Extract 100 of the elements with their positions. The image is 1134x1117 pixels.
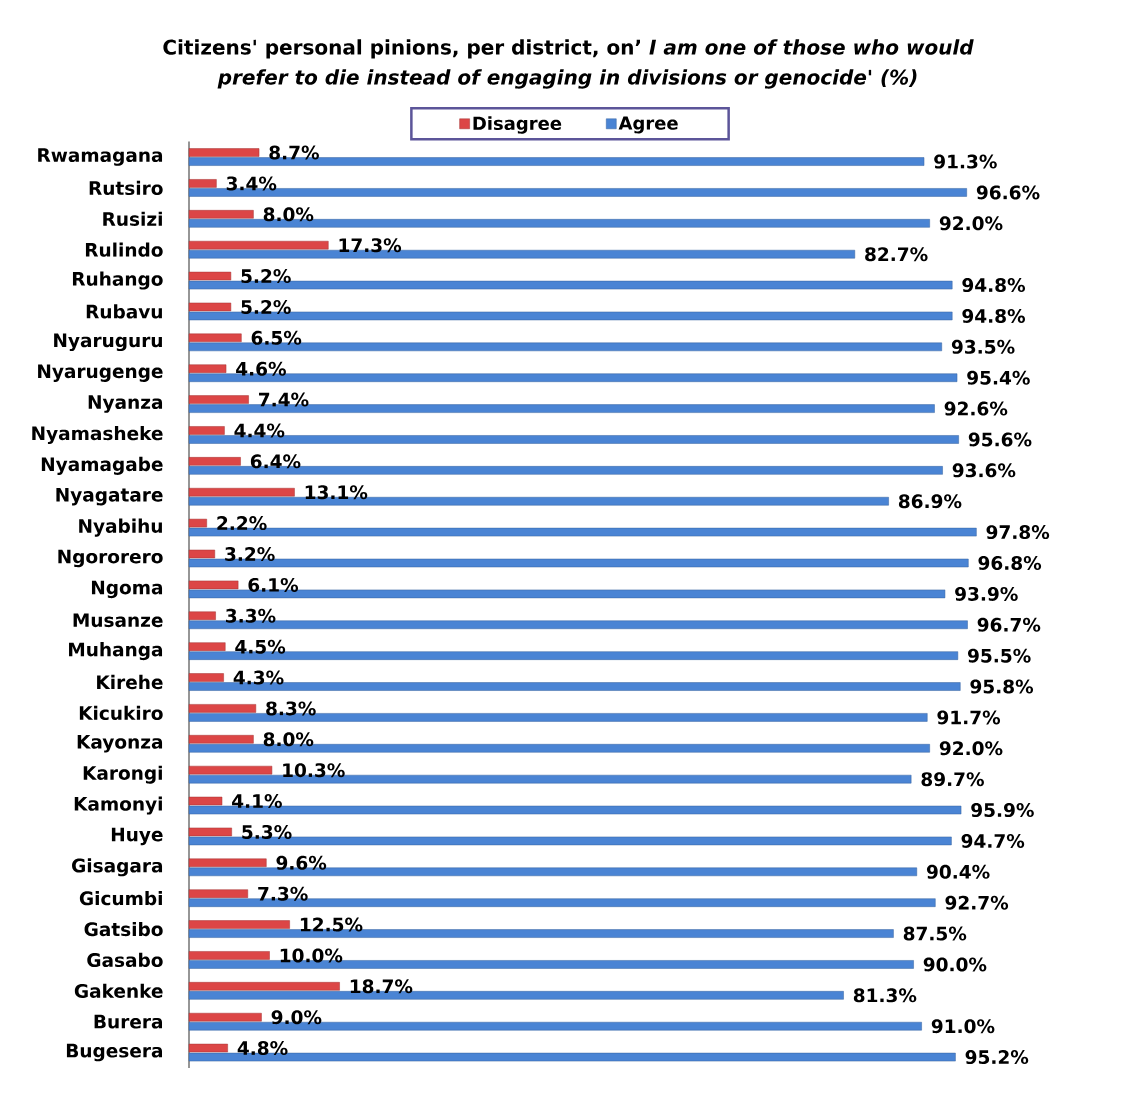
data-label: 5.2%	[241, 269, 291, 284]
data-label: 9.0%	[271, 1010, 322, 1025]
y-tick-label: Musanze	[73, 613, 163, 628]
y-tick-label: Nyarugenge	[38, 364, 163, 382]
bar	[188, 796, 223, 806]
legend-label: Agree	[618, 116, 678, 134]
data-label: 94.8%	[962, 278, 1026, 293]
data-label: 95.8%	[970, 679, 1034, 694]
data-label: 8.7%	[269, 145, 319, 160]
data-label: 13.1%	[305, 485, 368, 500]
y-tick-label: Gasabo	[87, 952, 163, 968]
data-label: 7.3%	[258, 886, 308, 901]
data-label: 81.3%	[853, 988, 917, 1003]
y-tick-label: Nyaruguru	[54, 333, 162, 352]
bar	[188, 457, 241, 466]
data-label: 91.0%	[931, 1019, 995, 1034]
data-label: 93.9%	[955, 586, 1018, 601]
bar	[188, 858, 267, 868]
data-label: 12.5%	[300, 917, 363, 932]
y-tick-label: Kirehe	[97, 674, 163, 690]
bar	[188, 1012, 262, 1022]
data-label: 6.4%	[250, 454, 301, 469]
data-label: 86.9%	[898, 494, 962, 509]
data-label: 4.3%	[233, 670, 284, 685]
data-label: 4.5%	[235, 639, 286, 654]
data-label: 6.5%	[251, 330, 302, 345]
data-label: 8.0%	[263, 732, 314, 747]
bar	[188, 580, 239, 590]
y-tick-label: Rusizi	[103, 211, 162, 226]
data-label: 6.1%	[248, 577, 299, 592]
data-label: 97.8%	[986, 525, 1050, 540]
data-label: 9.6%	[276, 855, 327, 870]
bar	[188, 673, 224, 682]
bar	[188, 951, 270, 960]
bar	[188, 735, 254, 744]
data-label: 17.3%	[339, 238, 402, 253]
data-label: 96.8%	[978, 556, 1042, 570]
data-label: 95.2%	[965, 1050, 1029, 1065]
data-label: 91.3%	[934, 154, 997, 169]
data-label: 8.3%	[266, 701, 316, 716]
data-label: 3.3%	[226, 608, 276, 623]
bar	[188, 518, 207, 528]
y-tick-label: Ngoma	[91, 580, 163, 599]
data-label: 82.7%	[865, 247, 928, 262]
bar	[188, 549, 216, 559]
data-label: 92.0%	[939, 741, 1003, 756]
data-label: 5.2%	[241, 299, 291, 314]
data-label: 93.6%	[952, 463, 1016, 478]
data-label: 4.6%	[236, 361, 286, 376]
y-tick-label: Nyabihu	[79, 518, 162, 537]
bar	[188, 210, 254, 219]
y-tick-label: Huye	[111, 827, 163, 846]
bar	[188, 889, 249, 898]
y-tick-label: Kicukiro	[79, 705, 163, 721]
y-tick-label: Nyagatare	[56, 488, 163, 506]
bar	[188, 148, 260, 157]
data-label: 18.7%	[350, 979, 413, 994]
y-tick-label: Rutsiro	[89, 180, 163, 196]
bar	[188, 487, 295, 497]
data-label: 4.8%	[237, 1041, 288, 1056]
data-label: 90.0%	[923, 957, 987, 972]
data-label: 87.5%	[903, 926, 967, 941]
bar	[188, 1043, 228, 1053]
bar	[188, 704, 257, 713]
data-label: 94.7%	[961, 833, 1025, 848]
data-label: 90.4%	[926, 864, 990, 879]
y-tick-label: Burera	[94, 1014, 163, 1029]
data-label: 2.2%	[217, 516, 267, 531]
y-tick-label: Rubavu	[86, 304, 162, 319]
bar	[188, 364, 227, 373]
bar	[188, 982, 340, 991]
data-label: 96.6%	[976, 185, 1040, 200]
bar	[188, 827, 232, 837]
data-label: 92.6%	[944, 401, 1008, 416]
data-label: 3.2%	[225, 547, 275, 561]
bar	[188, 426, 225, 435]
data-label: 8.0%	[263, 207, 314, 222]
y-tick-label: Gisagara	[72, 858, 163, 877]
data-label: 10.0%	[280, 948, 343, 963]
bar	[188, 642, 226, 651]
legend-label: Disagree	[473, 116, 562, 134]
y-tick-label: Nyamasheke	[32, 425, 163, 445]
data-label: 3.4%	[226, 176, 277, 191]
data-label: 93.5%	[951, 339, 1015, 354]
y-tick-label: Bugesera	[66, 1043, 163, 1062]
bar	[188, 395, 249, 404]
y-tick-label: Gatsibo	[84, 921, 163, 937]
y-tick-label: Rwamagana	[38, 148, 163, 166]
bar	[188, 611, 216, 621]
data-label: 95.4%	[967, 370, 1030, 385]
bar	[188, 271, 232, 281]
data-label: 7.4%	[259, 392, 309, 407]
bar	[188, 333, 242, 343]
y-tick-label: Ruhango	[72, 271, 163, 290]
y-tick-label: Nyamagabe	[41, 456, 163, 475]
y-tick-label: Gicumbi	[79, 891, 162, 906]
y-tick-label: Gakenke	[74, 983, 163, 998]
y-tick-label: Nyanza	[88, 395, 163, 413]
chart-title: Citizens' personal pinions, per district, on’ I am one of those who would prefer to die instead of engaging in divisions or genocide' (%)	[163, 39, 974, 89]
y-tick-label: Kamonyi	[74, 796, 162, 815]
